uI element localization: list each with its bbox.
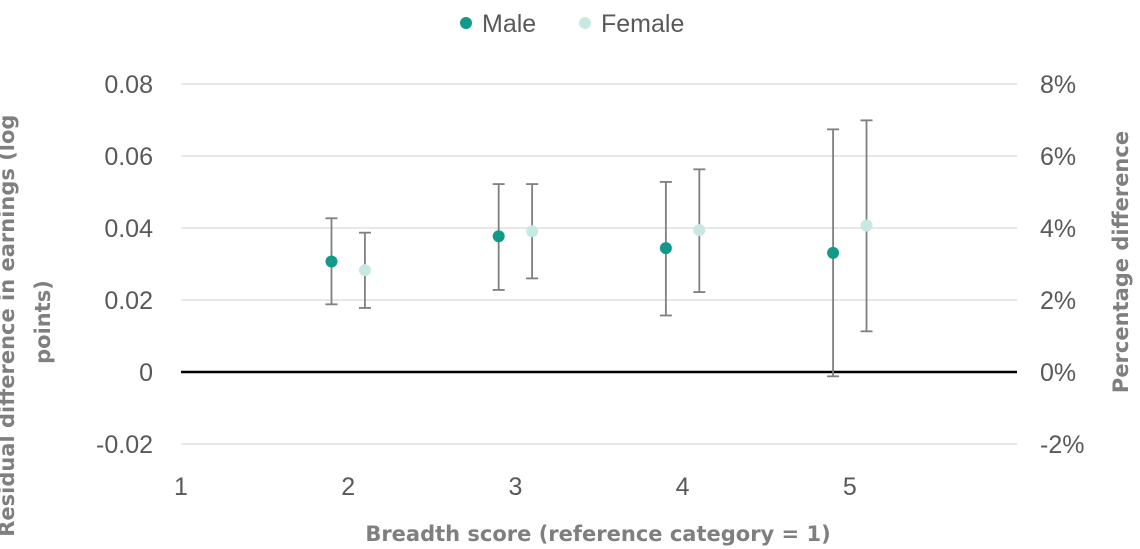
gridlines [181, 83, 1017, 445]
y-tick-label-right: -2% [1040, 431, 1084, 459]
y-axis-right-ticks: 8% 6% 4% 2% 0% -2% [1040, 71, 1084, 459]
y-tick-label-left: 0.06 [104, 143, 153, 171]
y-tick-label-left: 0.04 [104, 215, 153, 243]
y-axis-left-title: Residual difference in earnings (log poi… [0, 107, 55, 537]
legend-label-female: Female [601, 10, 684, 38]
legend: Male Female [460, 10, 684, 38]
data-point [526, 225, 539, 238]
legend-marker-male [460, 17, 472, 29]
y-tick-label-left: 0 [139, 359, 153, 387]
series-female [358, 119, 873, 333]
data-point [325, 255, 338, 268]
series-male [325, 128, 840, 378]
data-point [693, 224, 706, 237]
y-tick-label-right: 4% [1040, 215, 1076, 243]
x-tick-label: 5 [843, 473, 857, 501]
y-tick-label-right: 2% [1040, 287, 1076, 315]
data-point [827, 246, 840, 259]
data-point [358, 264, 371, 277]
data-point [492, 230, 505, 243]
legend-label-male: Male [482, 10, 536, 38]
x-tick-label: 4 [676, 473, 690, 501]
y-tick-label-left: 0.08 [104, 71, 153, 99]
series-marks [325, 119, 873, 378]
data-point [659, 242, 672, 255]
data-point [860, 219, 873, 232]
y-tick-label-right: 6% [1040, 143, 1076, 171]
y-axis-left-ticks: 0.08 0.06 0.04 0.02 0 -0.02 [96, 71, 153, 459]
x-tick-label: 3 [508, 473, 522, 501]
y-tick-label-right: 8% [1040, 71, 1076, 99]
x-tick-label: 2 [341, 473, 355, 501]
x-tick-label: 1 [174, 473, 188, 501]
y-tick-label-left: -0.02 [96, 431, 153, 459]
y-tick-label-right: 0% [1040, 359, 1076, 387]
y-axis-right-title: Percentage difference [1109, 131, 1133, 393]
x-axis-title: Breadth score (reference category = 1) [365, 522, 830, 546]
x-axis-ticks: 1 2 3 4 5 [174, 473, 857, 501]
legend-marker-female [579, 17, 591, 29]
y-tick-label-left: 0.02 [104, 287, 153, 315]
